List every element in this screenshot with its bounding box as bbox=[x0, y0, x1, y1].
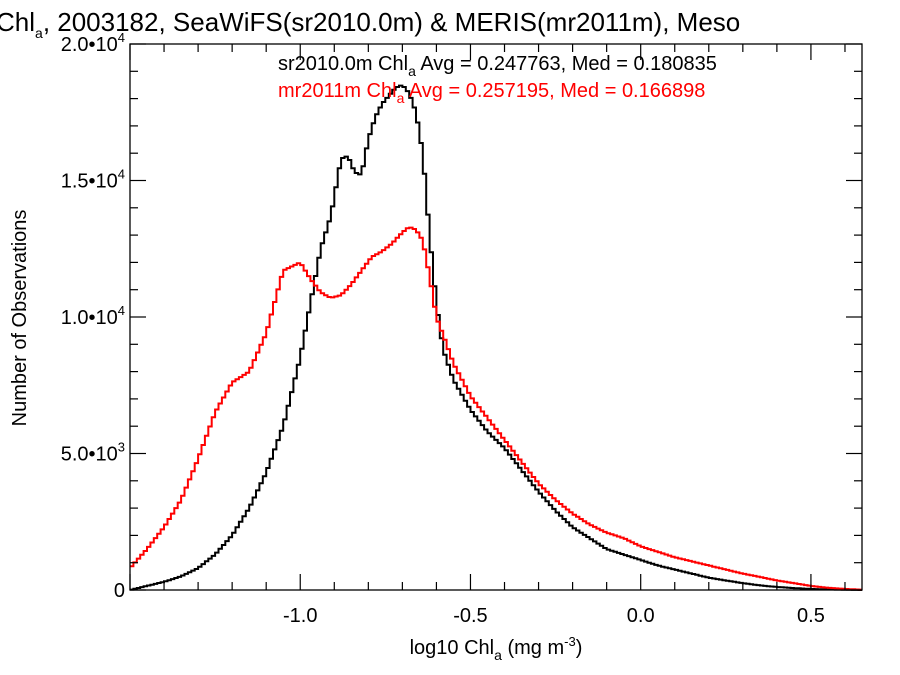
y-tick-label: 0 bbox=[114, 580, 125, 602]
x-tick-label: -1.0 bbox=[283, 605, 317, 627]
legend-entry-mr2011: mr2011m Chla Avg = 0.257195, Med = 0.166… bbox=[278, 80, 705, 106]
x-tick-label: 0.5 bbox=[797, 605, 825, 627]
plot-lines bbox=[130, 84, 862, 591]
axes bbox=[129, 43, 863, 591]
y-axis-label: Number of Observations bbox=[9, 210, 31, 427]
x-axis-ticks: -1.0 -0.5 0.0 0.5 bbox=[129, 44, 846, 627]
y-tick-label: 1.5•104 bbox=[61, 167, 125, 193]
y-axis-ticks: 0 5.0•103 1.0•104 1.5•104 2.0•104 bbox=[61, 30, 862, 602]
y-tick-label: 2.0•104 bbox=[61, 30, 125, 56]
x-axis-label: log10 Chla (mg m-3) bbox=[410, 634, 583, 663]
x-tick-label: -0.5 bbox=[453, 605, 487, 627]
series-line-mr2011m bbox=[130, 226, 862, 591]
series-line-sr2010.0m bbox=[130, 84, 862, 591]
plot-frame bbox=[129, 43, 863, 591]
x-tick-label: 0.0 bbox=[627, 605, 655, 627]
legend-entry-sr2010: sr2010.0m Chla Avg = 0.247763, Med = 0.1… bbox=[278, 53, 717, 79]
y-tick-label: 5.0•103 bbox=[61, 440, 125, 466]
chart-title: Chla, 2003182, SeaWiFS(sr2010.0m) & MERI… bbox=[0, 7, 740, 41]
y-tick-label: 1.0•104 bbox=[61, 303, 125, 329]
